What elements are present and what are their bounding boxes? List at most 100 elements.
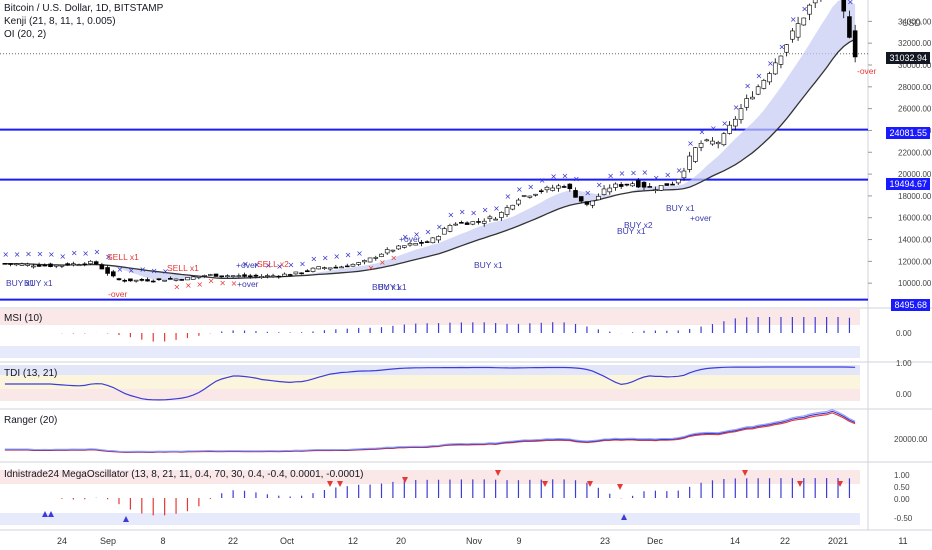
kenji-cross-marker: × — [71, 249, 78, 258]
price-tick-label: 14000.00 — [898, 236, 932, 245]
price-tick-label: 12000.00 — [898, 257, 932, 266]
kenji-cross-marker: × — [573, 174, 580, 183]
kenji-cross-marker: × — [539, 176, 546, 185]
mega-down-arrow — [617, 484, 623, 490]
candle-body — [704, 139, 710, 142]
price-tick-label: 26000.00 — [898, 105, 932, 114]
candle-body — [670, 183, 675, 186]
candle-body — [396, 245, 401, 250]
candle-body — [419, 241, 424, 244]
signal-label: BUY x1 — [372, 282, 401, 292]
price-tick-label: 28000.00 — [898, 83, 932, 92]
price-tick-label: 10000.00 — [898, 279, 932, 288]
mega-upper-zone — [0, 470, 860, 484]
time-tick-label: 8 — [160, 536, 165, 546]
kenji-cross-marker: × — [778, 42, 785, 51]
mega-title: Idnistrade24 MegaOscillator (13, 8, 21, … — [4, 469, 364, 480]
candle-body — [510, 204, 516, 210]
kenji-cross-marker: × — [630, 169, 637, 178]
candle-body — [402, 245, 407, 248]
candle-body — [544, 186, 550, 191]
candle-body — [470, 221, 476, 225]
candle-body — [778, 55, 784, 65]
candle-body — [784, 44, 789, 53]
candle-body — [36, 264, 42, 267]
candle-body — [710, 140, 715, 145]
tdi-upper-zone — [0, 365, 860, 375]
kenji-cross-marker: × — [265, 261, 272, 270]
candle-body — [812, 0, 818, 4]
signal-label: SELL x1 — [107, 252, 139, 262]
kenji-cross-marker: × — [676, 166, 683, 175]
candle-body — [282, 273, 287, 277]
signal-label: BUY x1 — [24, 278, 53, 288]
kenji-cross-marker: × — [847, 0, 854, 7]
kenji-cross-marker: × — [516, 185, 523, 194]
candle-body — [487, 216, 493, 220]
price-pane: × × × × × × × × × × × × × × × × × × × × × × × × × × × × × × × × × × × × × × × ×… — [0, 0, 877, 301]
mega-lower-zone — [0, 513, 860, 525]
price-tick-label: 16000.00 — [898, 214, 932, 223]
candle-body — [327, 267, 333, 270]
signal-label: +over — [237, 279, 259, 289]
mega-up-arrow — [123, 516, 129, 522]
candle-body — [841, 0, 847, 12]
kenji-cross-marker: × — [436, 222, 443, 231]
mega-down-arrow — [742, 470, 748, 476]
kenji-cross-marker: × — [710, 124, 717, 133]
mega-down-arrow — [837, 481, 843, 487]
moving-average-line — [4, 38, 856, 280]
candle-body — [516, 199, 521, 205]
signal-label: BUY x1 — [666, 203, 695, 213]
candle-body — [76, 264, 82, 267]
kenji-cross-marker: × — [390, 254, 397, 263]
kenji-cross-marker: × — [253, 261, 260, 270]
kenji-cross-marker: × — [699, 127, 706, 136]
candle-body — [721, 133, 727, 146]
mega-tick: 1.00 — [894, 471, 910, 480]
candle-body — [99, 264, 105, 270]
candle-body — [727, 124, 732, 134]
candle-body — [687, 155, 692, 170]
kenji-cross-marker: × — [607, 171, 614, 180]
candle-body — [356, 262, 361, 265]
candle-body — [293, 271, 299, 275]
kenji-cross-marker: × — [128, 266, 135, 275]
candle-body — [299, 272, 304, 275]
mega-up-arrow — [621, 514, 627, 520]
signal-label: +over — [399, 234, 421, 244]
candle-body — [110, 271, 116, 277]
candle-body — [698, 142, 704, 148]
candle-body — [162, 279, 167, 282]
kenji-cross-marker: × — [653, 174, 660, 183]
time-tick-label: 22 — [228, 536, 238, 546]
candle-body — [807, 4, 812, 15]
candle-body — [436, 236, 441, 241]
time-tick-label: 24 — [57, 536, 67, 546]
candle-body — [207, 274, 213, 276]
candle-body — [733, 118, 738, 127]
mega-down-arrow — [542, 481, 548, 487]
candle-body — [847, 16, 852, 38]
kenji-cross-marker: × — [288, 261, 295, 270]
kenji-cross-marker: × — [48, 250, 55, 259]
candle-body — [367, 257, 373, 263]
currency-label: USD — [902, 18, 922, 28]
candle-body — [630, 183, 635, 187]
candle-body — [156, 278, 162, 281]
candle-body — [459, 222, 464, 224]
ranger-tick: 20000.00 — [894, 435, 928, 444]
candle-body — [567, 183, 573, 190]
candle-body — [607, 187, 613, 193]
indicator-oi: OI (20, 2) — [4, 29, 47, 40]
signal-label: +over — [690, 213, 712, 223]
mega-down-arrow — [327, 481, 333, 487]
candle-body — [795, 23, 801, 38]
mega-down-arrow — [337, 481, 343, 487]
kenji-cross-marker: × — [744, 82, 751, 91]
candle-body — [31, 265, 36, 268]
candle-body — [447, 225, 453, 232]
signal-label: BUY x1 — [378, 282, 407, 292]
time-tick-label: 11 — [898, 536, 907, 546]
candle-body — [675, 179, 681, 184]
